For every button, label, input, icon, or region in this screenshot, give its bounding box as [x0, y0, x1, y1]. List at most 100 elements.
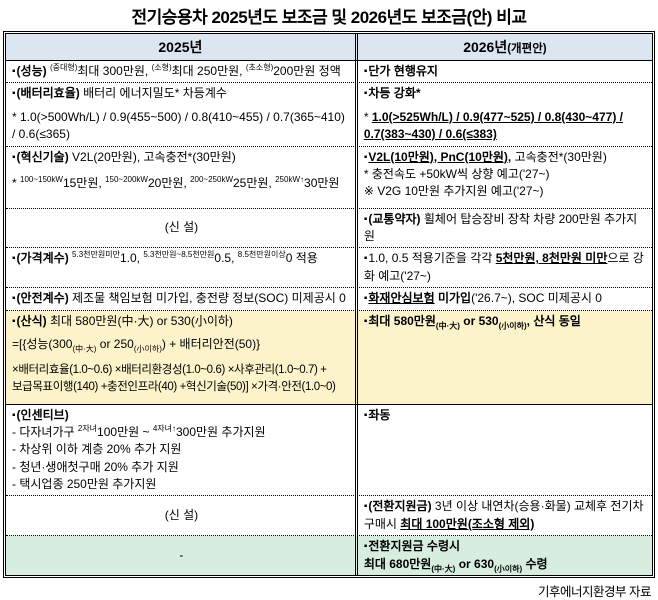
v2l-pnc-text: V2L(10만원), PnC(10만원),	[368, 149, 512, 164]
square-bullet-icon: ▪	[12, 66, 16, 77]
cell-innovation-2025: ▪(혁신기술) V2L(20만원), 고속충전*(30만원) * 100~150…	[6, 147, 355, 208]
low-income-item: - 차상위 이하 계층 20% 추가 지원	[12, 442, 182, 457]
square-bullet-icon: ▪	[12, 315, 16, 327]
conversion-amount-text: 최대 100만원(조소형 제외)	[400, 516, 535, 531]
square-bullet-icon: ▪	[363, 151, 368, 163]
formula-same-text: , 산식 동일	[526, 313, 581, 328]
formula-same-text: 최대 580만원	[368, 313, 436, 328]
price-range-sup: 5.3천만원미만	[72, 250, 120, 260]
price-range-sup: 5.3천만원~8.5천만원	[143, 250, 215, 260]
column-header-2026-year: 2026년	[463, 39, 508, 55]
cell-price-2025: ▪(가격계수) 5.3천만원미만1.0, 5.3천만원~8.5천만원0.5, 8…	[6, 248, 355, 287]
column-header-2026-suffix: (개편안)	[507, 43, 547, 55]
asterisk-prefix: *	[363, 109, 372, 124]
cell-incentive-2026: ▪좌동	[354, 404, 652, 496]
square-bullet-icon: ▪	[363, 409, 368, 421]
square-bullet-icon: ▪	[12, 293, 16, 305]
price-range-sup: 8.5천만원이상	[237, 250, 286, 260]
size-class-sub: (中·大)	[72, 344, 97, 354]
cell-formula-2025: ▪(산식) 최대 580만원(中·大) or 530(小이하) =[{성능(30…	[6, 310, 355, 404]
price-criteria-amounts: 5천만원, 8천만원 미만	[495, 251, 608, 266]
conversion-total-amount: or 630	[455, 556, 495, 571]
row-formula: ▪(산식) 최대 580만원(中·大) or 530(小이하) =[{성능(30…	[6, 309, 652, 404]
same-as-left-text: 좌동	[368, 407, 391, 422]
children-count-sup: 4자녀↑	[152, 423, 176, 433]
cell-conversion-2026: ▪전환지원금 수령시 최대 680만원(中·大) or 630(小이하) 수령	[354, 536, 652, 576]
unit-price-text: 단가 현행유지	[368, 64, 438, 78]
conversion-receipt-text: 전환지원금 수령시	[368, 539, 461, 554]
performance-label: (성능)	[16, 64, 47, 78]
column-header-2025: 2025년	[158, 39, 203, 55]
performance-text: 최대 300만원,	[77, 64, 152, 78]
incentive-label: (인센티브)	[16, 407, 69, 422]
battery-label: (배터리효율)	[16, 86, 80, 101]
kw-range-sup: 150~200kW	[105, 174, 148, 184]
battery-coefficients-2026: 1.0(>525Wh/L) / 0.9(477~525) / 0.8(430~4…	[363, 109, 623, 142]
cell-new1-2025: (신 설)	[164, 220, 199, 235]
row-transport-disadvantaged: (신 설) ▪(교통약자) 휠체어 탑승장비 장착 차량 200만원 추가지원	[6, 207, 652, 248]
fast-charge-text: 고속충전*(30만원)	[511, 149, 607, 164]
cell-safety-2026: ▪화재안심보험 미가입('26.7~), SOC 미제공시 0	[354, 288, 652, 310]
size-class-sub: (中·大)	[431, 564, 456, 574]
price-criteria-text: 1.0, 0.5 적용기준을 각각	[368, 251, 496, 266]
price-coef: 1.0,	[119, 251, 144, 266]
price-label: (가격계수)	[16, 251, 69, 266]
row-conversion-total: - ▪전환지원금 수령시 최대 680만원(中·大) or 630(小이하) 수…	[6, 535, 652, 576]
cell-performance-2026: ▪단가 현행유지	[354, 61, 652, 83]
square-bullet-icon: ▪	[12, 253, 16, 265]
taxi-item: - 택시업종 250만원 추가지원	[12, 477, 157, 492]
kw-range-sup: 100~150kW	[20, 174, 63, 184]
size-class-sub: (小이하)	[494, 564, 523, 574]
square-bullet-icon: ▪	[363, 315, 368, 327]
formula-line2: ) + 배터리안전(50)}	[161, 336, 261, 351]
multi-child-text: 300만원 추가지원	[176, 424, 266, 439]
cell-formula-2026: ▪최대 580만원(中·大) or 530(小이하), 산식 동일	[354, 310, 652, 404]
formula-line3: ×배터리효율(1.0~0.6) ×배터리환경성(1.0~0.6) ×사후관리(1…	[12, 364, 327, 377]
square-bullet-icon: ▪	[12, 151, 16, 163]
square-bullet-icon: ▪	[363, 213, 368, 225]
formula-line2: =[{성능(300	[12, 336, 73, 351]
square-bullet-icon: ▪	[12, 409, 16, 421]
cell-incentive-2025: ▪(인센티브) - 다자녀가구 2자녀100만원 ~ 4자녀↑300만원 추가지…	[6, 405, 355, 496]
charge-speed-notice: * 충전속도 +50kW씩 상향 예고('27~)	[363, 166, 550, 181]
square-bullet-icon: ▪	[363, 501, 368, 513]
charge-amount: 20만원,	[147, 175, 191, 190]
charge-amount: 30만원	[304, 175, 340, 190]
safety-label: (안전계수)	[16, 291, 69, 306]
square-bullet-icon: ▪	[12, 88, 16, 100]
price-coef: 0.5,	[214, 251, 238, 266]
page-title: 전기승용차 2025년도 보조금 및 2026년도 보조금(안) 비교	[131, 8, 527, 27]
battery-text: 배터리 에너지밀도* 차등계수	[83, 86, 227, 101]
formula-line4: 보급목표이행(140) +충전인프라(40) +혁신기술(50)] ×가격·안전…	[12, 380, 336, 393]
size-class-sub: (小이하)	[498, 320, 527, 330]
row-conversion-grant: (신 설) ▪(전환지원금) 3년 이상 내연차(승용·화물) 교체후 전기차 …	[6, 495, 652, 536]
square-bullet-icon: ▪	[363, 293, 368, 305]
source-note: 기후에너지환경부 자료	[538, 585, 651, 600]
size-class-sup: (초소형)	[245, 63, 274, 72]
size-class-sub: (小이하)	[133, 344, 162, 354]
charge-amount: 15만원,	[62, 175, 106, 190]
square-bullet-icon: ▪	[363, 253, 368, 265]
performance-text: 최대 250만원,	[171, 64, 246, 78]
price-coef: 0 적용	[285, 251, 318, 266]
table-header-row: 2025년 2026년(개편안)	[6, 34, 652, 61]
cell-battery-2025: ▪(배터리효율) 배터리 에너지밀도* 차등계수 * 1.0(>500Wh/L)…	[6, 83, 355, 145]
square-bullet-icon: ▪	[363, 66, 368, 77]
asterisk-prefix: *	[12, 175, 21, 190]
cell-new2-2025: (신 설)	[164, 508, 199, 523]
row-safety-coefficient: ▪(안전계수) 제조물 책임보험 미가입, 충전량 정보(SOC) 미제공시 0…	[6, 287, 652, 310]
row-performance: ▪(성능) (중대형)최대 300만원, (소형)최대 250만원, (초소형)…	[6, 61, 652, 83]
cell-safety-2025: ▪(안전계수) 제조물 책임보험 미가입, 충전량 정보(SOC) 미제공시 0	[6, 288, 355, 309]
wheelchair-text: 휠체어 탑승장비 장착 차량 200만원 추가지원	[363, 211, 638, 243]
cell-price-2026: ▪1.0, 0.5 적용기준을 각각 5천만원, 8천만원 미만으로 강화 예고…	[354, 248, 652, 288]
cell-battery-2026: ▪차등 강화* * 1.0(>525Wh/L) / 0.9(477~525) /…	[354, 83, 652, 146]
cell-conversion-2025: -	[6, 536, 355, 576]
page: 전기승용차 2025년도 보조금 및 2026년도 보조금(안) 비교 2025…	[3, 8, 655, 599]
square-bullet-icon: ▪	[363, 88, 368, 100]
battery-coefficients-2025: * 1.0(>500Wh/L) / 0.9(455~500) / 0.8(410…	[12, 109, 345, 142]
innovation-text: V2L(20만원), 고속충전*(30만원)	[72, 149, 236, 164]
v2g-notice: ※ V2G 10만원 추가지원 예고('27~)	[363, 184, 544, 199]
row-innovation-tech: ▪(혁신기술) V2L(20만원), 고속충전*(30만원) * 100~150…	[6, 145, 652, 208]
non-subscription-text: 미가입	[434, 291, 472, 306]
size-class-sup: (소형)	[151, 63, 172, 72]
